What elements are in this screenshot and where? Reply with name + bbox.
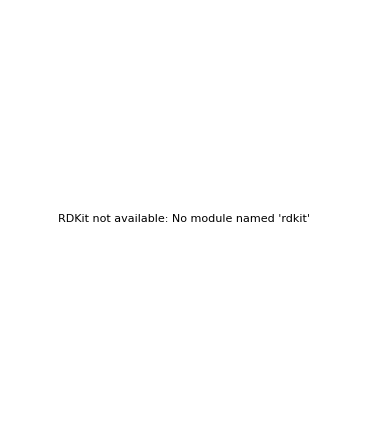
- Text: RDKit not available: No module named 'rdkit': RDKit not available: No module named 'rd…: [59, 214, 310, 224]
